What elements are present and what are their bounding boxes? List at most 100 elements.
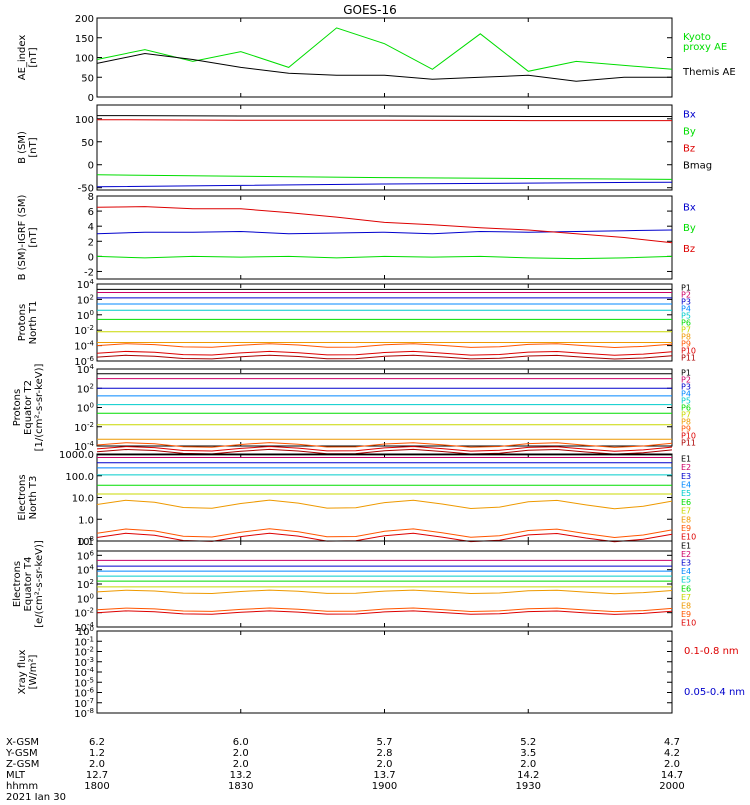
y-tick-label: 104 xyxy=(77,278,95,291)
legend-entry: P5 xyxy=(681,312,691,321)
y-tick-label: 104 xyxy=(77,564,95,577)
y-tick-label: -50 xyxy=(78,184,94,195)
legend-entry: E10 xyxy=(681,619,696,628)
chart-panel-8: Xray flux [W/m²]10010-110-210-310-410-510… xyxy=(17,625,745,720)
y-axis-label: North T1 xyxy=(28,301,39,345)
y-axis-label: Electrons xyxy=(17,474,28,520)
chart-panel-7: Electrons Equator T4 [e/(cm²-s-sr-keV)] 108… xyxy=(12,535,696,634)
legend-entry: Bmag xyxy=(683,161,712,172)
orbit-cell: 1930 xyxy=(516,781,541,792)
orbit-cell: 13.7 xyxy=(373,770,395,781)
legend-entry: E5 xyxy=(681,489,691,498)
panel-frame xyxy=(96,453,673,542)
legend-entry: Bx xyxy=(683,202,696,213)
chart-panel-3: B (SM)-IGRF (SM) [nT] -2 0 2 4 6 8 Bx By Bz xyxy=(17,192,696,280)
y-axis-label: B (SM) xyxy=(17,131,28,164)
y-tick-label: 100 xyxy=(77,309,94,322)
y-tick-label: 50 xyxy=(81,73,94,84)
legend-entry: P10 xyxy=(681,432,696,441)
legend-entry: E4 xyxy=(681,480,691,489)
y-tick-label: 10-4 xyxy=(74,621,94,634)
y-tick-label: 4 xyxy=(88,222,94,233)
legend-entry: P9 xyxy=(681,425,691,434)
y-tick-label: 0 xyxy=(88,161,94,172)
legend-entry: 0.05-0.4 nm xyxy=(684,687,745,698)
orbit-cell: 14.7 xyxy=(661,770,683,781)
legend-entry: P4 xyxy=(681,305,691,314)
orbit-cell: 2.0 xyxy=(377,759,393,770)
y-axis-label: [1/(cm²-s-sr-keV)] xyxy=(34,364,45,452)
y-axis-label: Protons xyxy=(12,389,23,426)
y-tick-label: 10-3 xyxy=(74,656,94,669)
y-axis-label: AE_index xyxy=(17,35,28,81)
legend-entry: E1 xyxy=(681,454,691,463)
date-label: 2021 Jan 30 xyxy=(6,792,66,800)
series-line-by xyxy=(96,255,673,260)
legend-entry: E6 xyxy=(681,498,691,507)
legend-entry: E6 xyxy=(681,584,691,593)
orbit-row-label: MLT xyxy=(6,770,26,781)
legend-entry: P2 xyxy=(681,376,691,385)
y-tick-label: 10-2 xyxy=(74,646,94,659)
y-tick-label: 150 xyxy=(75,34,94,45)
legend-entry: P2 xyxy=(681,291,691,300)
y-tick-label: 100 xyxy=(75,115,94,126)
legend-entry: E2 xyxy=(681,550,691,559)
flux-line-9 xyxy=(96,343,673,349)
flux-line-10 xyxy=(96,610,673,615)
y-axis-label: Equator T4 xyxy=(23,557,34,612)
y-tick-label: 10-4 xyxy=(74,440,94,453)
y-tick-label: 10-6 xyxy=(74,355,94,368)
y-axis-label: [nT] xyxy=(28,227,39,247)
legend-entry: E8 xyxy=(681,515,691,524)
y-axis-label: North T3 xyxy=(28,476,39,520)
series-line-bx xyxy=(96,229,673,235)
orbit-cell: 3.5 xyxy=(520,748,536,759)
flux-line-8 xyxy=(96,589,673,595)
y-axis-label: [nT] xyxy=(28,137,39,157)
orbit-cell: 2.0 xyxy=(520,759,536,770)
y-tick-label: 10-8 xyxy=(74,707,94,720)
orbit-cell: 2.8 xyxy=(377,748,393,759)
orbit-cell: 14.2 xyxy=(517,770,539,781)
y-tick-label: 100 xyxy=(77,592,94,605)
chart-panel-4: Protons North T1 104 102 100 10-2 10-4 10-6 P1P2… xyxy=(17,278,696,368)
y-tick-label: 0 xyxy=(88,93,94,104)
page-title: GOES-16 xyxy=(343,3,397,17)
y-tick-label: 102 xyxy=(77,293,94,306)
legend-entry: P7 xyxy=(681,326,691,335)
legend-entry: E5 xyxy=(681,576,691,585)
y-tick-label: 10-7 xyxy=(74,697,94,710)
orbit-cell: 13.2 xyxy=(230,770,252,781)
y-axis-label: [nT] xyxy=(28,47,39,67)
legend-entry: Bz xyxy=(683,244,695,255)
y-tick-label: -2 xyxy=(84,267,94,278)
chart-panel-6: Electrons North T3 1000.0 100.0 10.0 1.0 0.1 E1… xyxy=(17,450,696,548)
orbit-cell: 4.2 xyxy=(664,748,680,759)
legend-entry: E8 xyxy=(681,602,691,611)
flux-line-10 xyxy=(96,445,673,452)
y-tick-label: 0.1 xyxy=(78,537,94,548)
legend-entry: E9 xyxy=(681,610,691,619)
legend-entry: Kyoto xyxy=(683,32,711,43)
y-tick-label: 106 xyxy=(77,549,95,562)
y-tick-label: 50 xyxy=(81,138,94,149)
legend-entry: P1 xyxy=(681,284,691,293)
legend-entry: By xyxy=(683,223,696,234)
y-axis-label: [e/(cm²-s-sr-keV)] xyxy=(34,540,45,628)
series-line-kyoto-proxy-ae xyxy=(96,27,673,72)
orbit-cell: 4.7 xyxy=(664,737,680,748)
legend-entry: P4 xyxy=(681,390,691,399)
orbit-cell: 6.2 xyxy=(89,737,105,748)
panel-frame xyxy=(96,368,673,447)
panel-frame xyxy=(96,17,673,98)
orbit-cell: 1800 xyxy=(84,781,109,792)
series-line-bx xyxy=(96,181,673,188)
orbit-row-label: X-GSM xyxy=(6,737,39,748)
orbit-cell: 5.2 xyxy=(520,737,536,748)
series-line-bz xyxy=(96,119,672,122)
legend-entry: Bx xyxy=(683,110,696,121)
flux-line-10 xyxy=(96,350,673,356)
legend-entry: E4 xyxy=(681,567,691,576)
